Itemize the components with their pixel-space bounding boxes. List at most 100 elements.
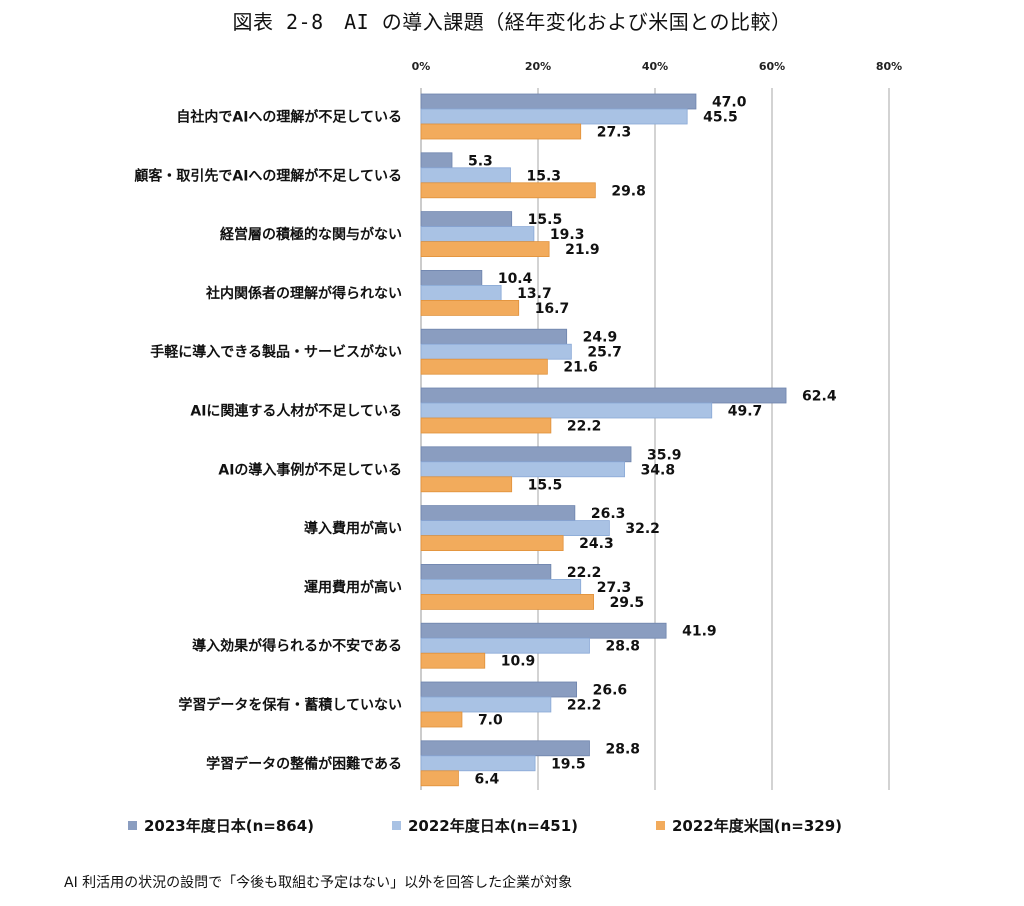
data-labels: 47.045.527.35.315.329.815.519.321.910.41… <box>468 95 837 788</box>
bar-2022-japan <box>420 696 552 713</box>
data-label: 47.0 <box>712 95 747 111</box>
data-label: 15.5 <box>528 212 563 228</box>
category-label: 経営層の積極的な関与がない <box>220 226 402 243</box>
data-label: 6.4 <box>474 771 499 787</box>
legend-swatch-2022-japan <box>392 821 401 830</box>
data-label: 45.5 <box>703 110 738 126</box>
legend-item-2023-japan: 2023年度日本(n=864) <box>128 815 314 836</box>
footnote: AI 利活用の状況の設問で「今後も取組む予定はない」以外を回答した企業が対象 <box>64 875 573 891</box>
chart-title: 図表 2-8 AI の導入課題（経年変化および米国との比較） <box>232 10 792 34</box>
x-tick-label: 80% <box>876 60 902 73</box>
bar-2022-us <box>420 417 552 434</box>
data-label: 22.2 <box>567 565 602 581</box>
data-label: 34.8 <box>641 462 676 478</box>
category-labels: 自社内でAIへの理解が不足している顧客・取引先でAIへの理解が不足している経営層… <box>134 109 402 773</box>
bar-2022-us <box>420 711 463 728</box>
bar-2022-japan <box>420 167 511 184</box>
bar-2022-us <box>420 241 550 258</box>
grid-lines <box>420 88 890 790</box>
data-label: 29.5 <box>610 595 645 611</box>
legend-swatch-2023-japan <box>128 821 137 830</box>
bar-2022-japan <box>420 579 582 595</box>
bar-2022-us <box>420 123 582 140</box>
data-label: 29.8 <box>611 183 646 199</box>
category-label: AIの導入事例が不足している <box>218 461 402 478</box>
data-label: 5.3 <box>468 153 493 169</box>
data-label: 15.5 <box>528 477 563 493</box>
data-label: 27.3 <box>597 580 632 596</box>
data-label: 24.9 <box>583 330 618 346</box>
bar-2022-japan <box>420 226 535 243</box>
bar-2023-japan <box>420 387 787 404</box>
chart-legend: 2023年度日本(n=864) 2022年度日本(n=451) 2022年度米国… <box>0 815 1024 839</box>
data-label: 27.3 <box>597 125 632 141</box>
category-label: AIに関連する人材が不足している <box>190 403 402 420</box>
bar-2022-us <box>420 535 564 551</box>
x-axis-tick-labels: 0% 20% 40% 60% 80% <box>412 60 903 73</box>
x-tick-label: 60% <box>759 60 785 73</box>
category-label: 社内関係者の理解が得られない <box>205 285 402 302</box>
category-label: 学習データを保有・蓄積していない <box>178 697 402 714</box>
bar-2022-us <box>420 182 596 199</box>
bar-2023-japan <box>420 211 513 228</box>
bar-2022-japan <box>420 637 590 654</box>
bar-2022-japan <box>420 520 610 536</box>
data-label: 62.4 <box>802 389 837 405</box>
category-label: 導入効果が得られるか不安である <box>192 638 402 655</box>
bar-2023-japan <box>420 446 632 463</box>
data-label: 25.7 <box>587 345 622 361</box>
category-label: 顧客・取引先でAIへの理解が不足している <box>134 167 402 184</box>
data-label: 19.3 <box>550 227 585 243</box>
bar-chart: 0% 20% 40% 60% 80% 47.045.5 27.3 5.3 15.3 29.8 15… <box>134 60 903 790</box>
x-tick-label: 20% <box>525 60 551 73</box>
bar-2022-us <box>420 476 513 493</box>
bar-2022-us <box>420 299 520 316</box>
data-label: 16.7 <box>535 301 570 317</box>
bar-2023-japan <box>420 622 667 639</box>
data-label: 28.8 <box>605 639 640 655</box>
category-label: 運用費用が高い <box>304 579 402 596</box>
category-label: 学習データの整備が困難である <box>206 755 402 772</box>
bar-2023-japan <box>420 269 483 286</box>
bar-2022-japan <box>420 461 625 478</box>
data-label: 13.7 <box>517 286 552 302</box>
bars <box>420 93 787 787</box>
legend-swatch-2022-us <box>656 821 665 830</box>
legend-item-2022-us: 2022年度米国(n=329) <box>656 815 842 836</box>
x-tick-label: 0% <box>412 60 431 73</box>
data-label: 10.4 <box>498 271 533 287</box>
legend-item-2022-japan: 2022年度日本(n=451) <box>392 815 578 836</box>
legend-label-2023-japan: 2023年度日本(n=864) <box>144 817 315 835</box>
legend-label-2022-us: 2022年度米国(n=329) <box>672 817 843 835</box>
data-label: 49.7 <box>728 404 763 420</box>
data-label: 28.8 <box>605 741 640 757</box>
data-label: 19.5 <box>551 756 586 772</box>
bar-2023-japan <box>420 564 552 580</box>
data-label: 10.9 <box>501 654 536 670</box>
category-label: 自社内でAIへの理解が不足している <box>176 109 402 126</box>
data-label: 26.6 <box>593 683 628 699</box>
bar-2023-japan <box>420 93 697 110</box>
data-label: 35.9 <box>647 447 682 463</box>
bar-2022-japan <box>420 755 536 772</box>
bar-2023-japan <box>420 681 578 698</box>
data-label: 7.0 <box>478 713 503 729</box>
bar-2022-japan <box>420 284 502 301</box>
bar-2022-us <box>420 770 459 787</box>
data-label: 21.9 <box>565 242 600 258</box>
bar-2022-us <box>420 358 548 375</box>
bar-2022-us <box>420 652 486 669</box>
data-label: 22.2 <box>567 419 602 435</box>
data-label: 21.6 <box>563 360 598 376</box>
legend-label-2022-japan: 2022年度日本(n=451) <box>408 817 579 835</box>
data-label: 32.2 <box>625 521 660 537</box>
bar-2023-japan <box>420 740 590 757</box>
data-label: 24.3 <box>579 536 614 552</box>
category-label: 手軽に導入できる製品・サービスがない <box>150 344 402 361</box>
bar-2022-japan <box>420 343 572 360</box>
x-tick-label: 40% <box>642 60 668 73</box>
bar-2023-japan <box>420 328 568 345</box>
bar-2022-japan <box>420 108 688 125</box>
data-label: 22.2 <box>567 698 602 714</box>
bar-2023-japan <box>420 152 453 169</box>
